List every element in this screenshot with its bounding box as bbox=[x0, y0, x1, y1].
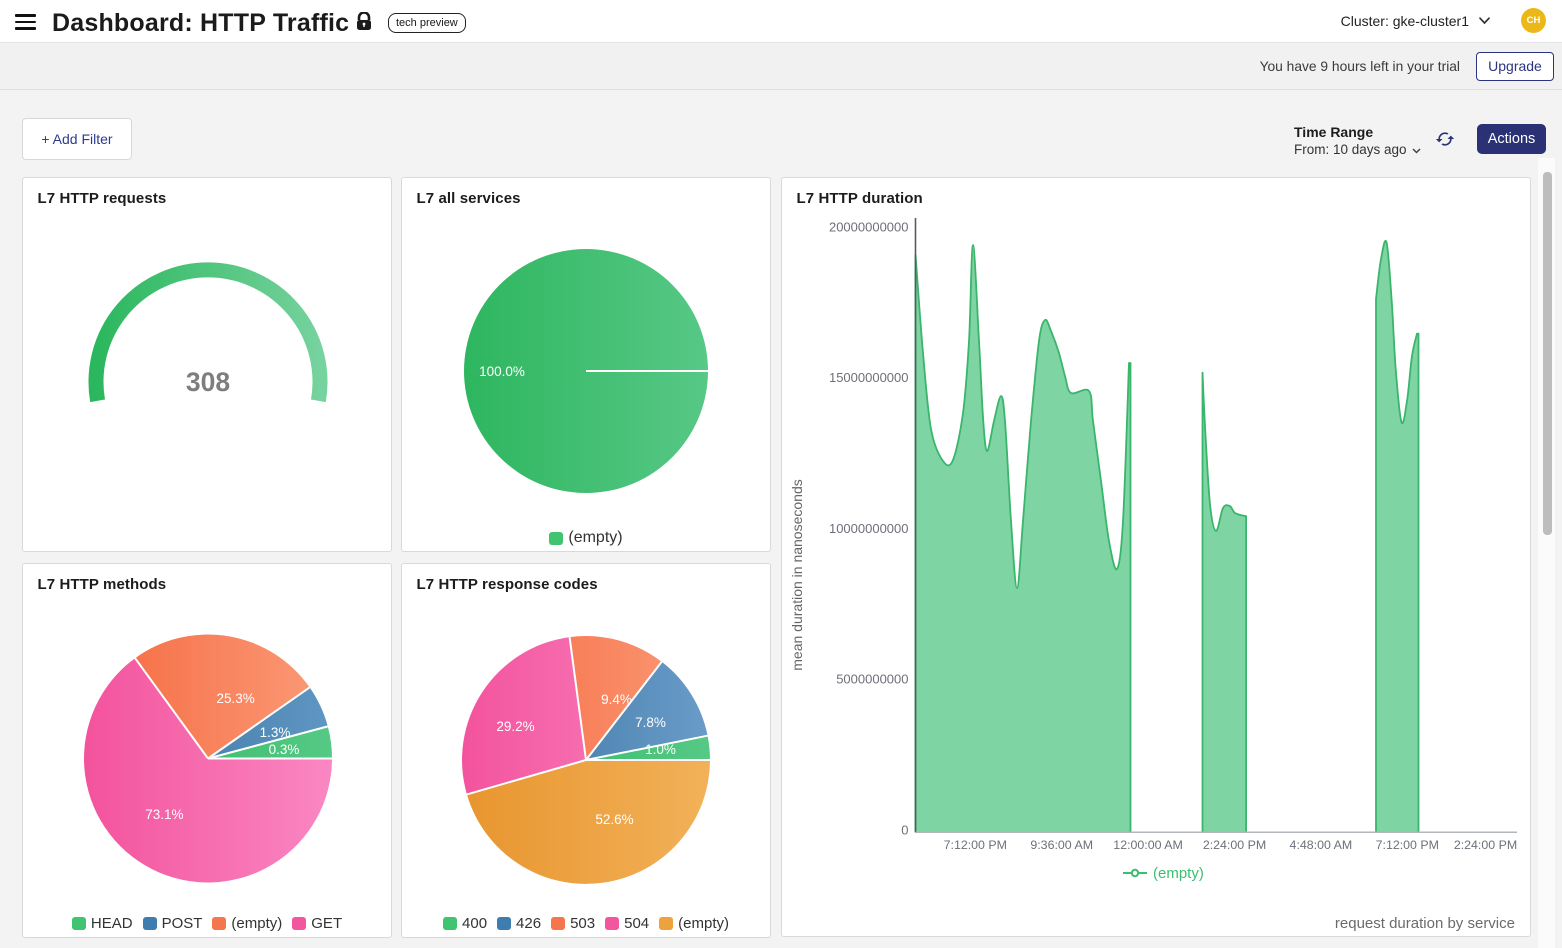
svg-text:29.2%: 29.2% bbox=[496, 719, 534, 734]
svg-text:7.8%: 7.8% bbox=[635, 715, 666, 730]
svg-text:15000000000: 15000000000 bbox=[829, 370, 909, 385]
svg-text:(empty): (empty) bbox=[1153, 865, 1204, 882]
svg-text:52.6%: 52.6% bbox=[595, 812, 633, 827]
svg-text:4:48:00 AM: 4:48:00 AM bbox=[1290, 838, 1353, 852]
svg-text:20000000000: 20000000000 bbox=[829, 220, 909, 235]
svg-text:7:12:00 PM: 7:12:00 PM bbox=[1376, 838, 1439, 852]
svg-text:0: 0 bbox=[901, 823, 908, 838]
svg-text:73.1%: 73.1% bbox=[145, 807, 183, 822]
svg-text:7:12:00 PM: 7:12:00 PM bbox=[944, 838, 1007, 852]
svg-text:9.4%: 9.4% bbox=[601, 692, 632, 707]
svg-text:308: 308 bbox=[186, 367, 230, 397]
svg-text:request duration by service: request duration by service bbox=[1335, 915, 1515, 932]
svg-text:0.3%: 0.3% bbox=[269, 742, 300, 757]
svg-text:2:24:00 PM: 2:24:00 PM bbox=[1203, 838, 1266, 852]
svg-text:100.0%: 100.0% bbox=[479, 364, 525, 379]
svg-text:2:24:00 PM: 2:24:00 PM bbox=[1454, 838, 1517, 852]
svg-text:9:36:00 AM: 9:36:00 AM bbox=[1030, 838, 1093, 852]
svg-text:1.0%: 1.0% bbox=[645, 742, 676, 757]
svg-text:10000000000: 10000000000 bbox=[829, 521, 909, 536]
svg-text:25.3%: 25.3% bbox=[216, 691, 254, 706]
svg-text:12:00:00 AM: 12:00:00 AM bbox=[1113, 838, 1183, 852]
svg-text:mean duration in nanoseconds: mean duration in nanoseconds bbox=[789, 479, 805, 670]
svg-text:1.3%: 1.3% bbox=[260, 725, 291, 740]
svg-text:5000000000: 5000000000 bbox=[836, 672, 908, 687]
